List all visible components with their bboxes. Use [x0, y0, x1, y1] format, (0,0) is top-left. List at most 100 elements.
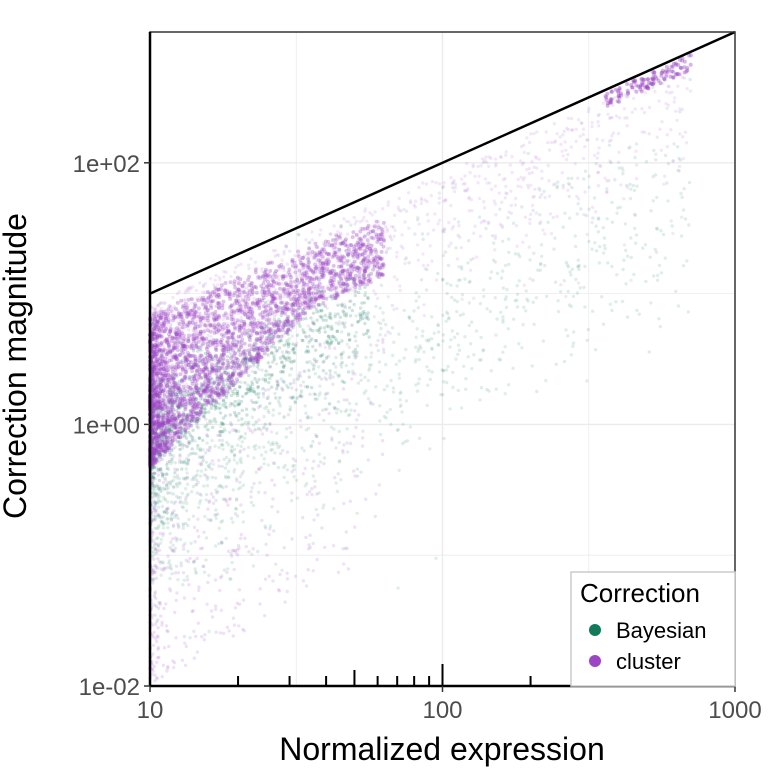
point-cluster [233, 606, 238, 610]
point-cluster [666, 84, 670, 88]
point-bayesian [159, 561, 163, 565]
point-bayesian [251, 564, 256, 568]
point-bayesian [254, 443, 258, 448]
point-cluster [205, 433, 209, 437]
point-bayesian [525, 297, 529, 301]
point-cluster [229, 420, 233, 425]
point-bayesian [272, 328, 276, 333]
point-cluster [201, 285, 206, 289]
point-cluster [196, 298, 201, 303]
point-bayesian [152, 440, 157, 444]
point-cluster [376, 225, 381, 230]
point-bayesian [318, 314, 322, 319]
point-bayesian [162, 566, 166, 570]
point-bayesian [286, 332, 290, 337]
point-bayesian [316, 328, 320, 332]
point-cluster [271, 248, 275, 253]
point-bayesian [155, 501, 159, 505]
point-bayesian [162, 521, 167, 525]
point-bayesian [253, 370, 258, 375]
point-cluster [180, 658, 185, 662]
point-bayesian [243, 356, 248, 361]
point-bayesian [323, 376, 327, 380]
point-cluster [153, 501, 157, 505]
point-bayesian [153, 603, 157, 607]
point-cluster [678, 132, 682, 136]
point-bayesian [164, 450, 168, 454]
point-bayesian [217, 485, 221, 489]
point-bayesian [354, 314, 358, 318]
point-cluster [327, 346, 332, 350]
point-cluster [271, 359, 275, 363]
point-bayesian [617, 166, 621, 170]
point-bayesian [168, 482, 173, 487]
point-cluster [304, 535, 308, 540]
point-cluster [360, 444, 365, 448]
point-bayesian [217, 526, 221, 530]
point-bayesian [218, 430, 222, 434]
point-bayesian [250, 380, 254, 384]
point-cluster [352, 215, 356, 220]
point-bayesian [191, 484, 196, 489]
point-cluster [337, 320, 342, 324]
point-cluster [306, 324, 310, 328]
point-bayesian [160, 445, 165, 449]
point-bayesian [610, 200, 614, 205]
point-bayesian [391, 390, 396, 394]
point-bayesian [178, 447, 182, 452]
point-bayesian [570, 185, 574, 190]
point-cluster [419, 201, 423, 206]
point-bayesian [582, 177, 586, 181]
point-bayesian [172, 385, 176, 389]
point-bayesian [170, 389, 174, 394]
point-bayesian [504, 305, 509, 310]
point-bayesian [175, 374, 179, 379]
point-cluster [195, 556, 199, 561]
point-cluster [522, 150, 527, 155]
point-bayesian [160, 560, 164, 564]
point-cluster [259, 428, 263, 432]
point-bayesian [243, 436, 247, 440]
point-bayesian [553, 236, 557, 240]
point-bayesian [154, 431, 158, 436]
point-bayesian [217, 407, 221, 411]
point-bayesian [230, 374, 234, 378]
point-bayesian [176, 525, 181, 530]
point-bayesian [520, 205, 524, 209]
point-bayesian [277, 411, 282, 416]
point-bayesian [152, 380, 157, 385]
point-bayesian [277, 317, 281, 322]
point-bayesian [352, 280, 356, 284]
point-bayesian [494, 387, 498, 391]
point-bayesian [569, 353, 573, 357]
point-bayesian [425, 365, 429, 369]
point-cluster [271, 579, 275, 583]
point-bayesian [282, 475, 286, 480]
point-bayesian [251, 407, 255, 411]
point-bayesian [618, 205, 622, 209]
point-bayesian [292, 378, 296, 382]
point-bayesian [153, 457, 157, 461]
point-bayesian [276, 446, 280, 450]
point-bayesian [219, 421, 224, 425]
point-bayesian [162, 510, 167, 514]
point-bayesian [606, 261, 610, 265]
point-bayesian [575, 291, 580, 295]
point-cluster [522, 176, 526, 180]
point-bayesian [168, 531, 172, 536]
point-bayesian [214, 508, 218, 512]
point-bayesian [246, 420, 251, 425]
point-bayesian [165, 517, 169, 521]
point-bayesian [379, 283, 384, 287]
point-cluster [587, 107, 591, 111]
point-cluster [342, 217, 346, 221]
point-bayesian [237, 437, 241, 441]
point-bayesian [275, 431, 279, 435]
point-bayesian [326, 325, 331, 329]
point-bayesian [198, 498, 203, 503]
point-cluster [333, 476, 337, 480]
point-bayesian [334, 321, 339, 325]
point-cluster [260, 266, 264, 271]
point-cluster [257, 418, 261, 422]
point-cluster [211, 462, 216, 467]
